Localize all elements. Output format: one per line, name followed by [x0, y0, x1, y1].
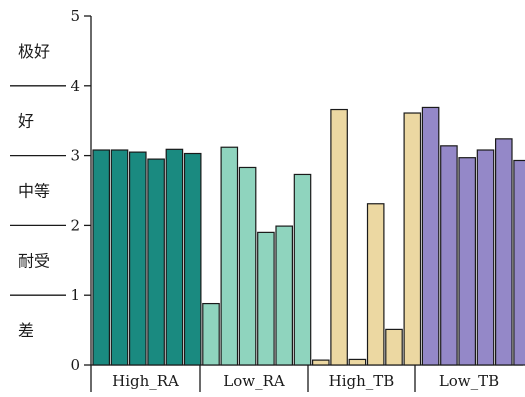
- category-axis: High_RA Low_RA High_TB Low_TB: [90, 365, 499, 392]
- category-label: Low_TB: [439, 372, 499, 390]
- bar: [165, 148, 184, 366]
- rating-band-label: 耐受: [18, 251, 50, 270]
- y-tick-label: 3: [70, 147, 80, 165]
- bar: [330, 108, 348, 366]
- y-tick-label: 0: [70, 356, 80, 374]
- category-label: Low_RA: [223, 372, 285, 390]
- bar: [312, 359, 330, 366]
- bar: [293, 173, 312, 366]
- y-tick-label: 4: [70, 77, 80, 95]
- category-label: High_TB: [329, 372, 395, 390]
- rating-band-label: 极好: [18, 42, 50, 61]
- y-tick-label: 1: [70, 286, 80, 304]
- y-tick-label: 5: [70, 7, 80, 25]
- bar: [275, 225, 293, 366]
- bar: [421, 106, 440, 366]
- bar: [440, 145, 458, 366]
- bar: [183, 152, 202, 366]
- rating-band-label: 差: [18, 321, 34, 340]
- bar: [129, 151, 147, 366]
- bar: [366, 203, 385, 366]
- rating-band-label: 好: [18, 112, 34, 131]
- category-label: High_RA: [112, 372, 179, 390]
- bar: [202, 302, 220, 366]
- bar: [220, 146, 239, 366]
- bar: [476, 149, 495, 366]
- bar: [385, 328, 403, 366]
- bar: [348, 358, 367, 366]
- bar: [110, 149, 129, 366]
- bar: [403, 112, 422, 366]
- bar: [147, 158, 165, 366]
- rating-band-label: 中等: [18, 182, 50, 201]
- bar: [513, 159, 525, 366]
- bar: [257, 231, 275, 366]
- bar: [92, 149, 110, 366]
- bar: [495, 138, 513, 366]
- bars: [92, 106, 525, 366]
- bar: [458, 157, 476, 366]
- y-tick-label: 2: [70, 216, 80, 234]
- bar: [238, 166, 257, 366]
